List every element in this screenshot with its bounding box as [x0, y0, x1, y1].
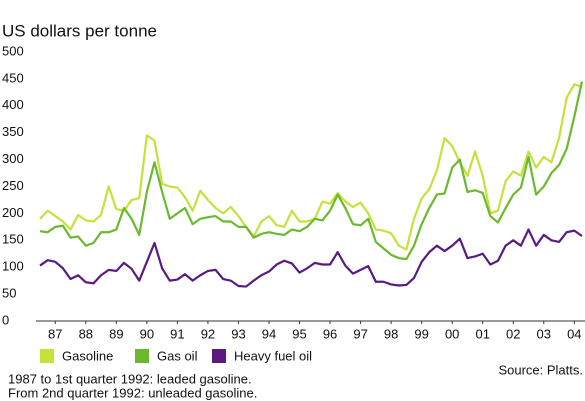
- x-tick-label: 99: [414, 326, 428, 341]
- series-line: [39, 81, 584, 261]
- y-tick-label: 350: [2, 124, 24, 139]
- legend-label: Gas oil: [157, 348, 198, 363]
- legend-swatch: [40, 349, 54, 363]
- x-tick-label: 97: [353, 326, 367, 341]
- x-tick-label: 98: [384, 326, 398, 341]
- legend-label: Heavy fuel oil: [234, 348, 312, 363]
- series-line: [39, 228, 583, 288]
- y-tick-label: 50: [2, 286, 16, 301]
- x-tick-label: 92: [201, 326, 215, 341]
- legend-swatch: [135, 349, 149, 363]
- chart-title: US dollars per tonne: [2, 21, 157, 40]
- x-tick-label: 89: [109, 326, 123, 341]
- x-tick-label: 01: [475, 326, 489, 341]
- x-tick-label: 90: [140, 326, 154, 341]
- y-tick-label: 250: [2, 178, 24, 193]
- y-tick-label: 200: [2, 205, 24, 220]
- y-tick-label: 0: [2, 312, 9, 327]
- x-tick-label: 91: [170, 326, 184, 341]
- y-tick-label: 500: [2, 43, 24, 58]
- y-tick-label: 150: [2, 232, 24, 247]
- x-tick-label: 03: [537, 326, 551, 341]
- x-tick-label: 88: [79, 326, 93, 341]
- source: Source: Platts.: [498, 362, 583, 377]
- note: 1987 to 1st quarter 1992: leaded gasolin…: [8, 371, 252, 386]
- note: From 2nd quarter 1992: unleaded gasoline…: [8, 385, 257, 400]
- x-tick-label: 04: [567, 326, 581, 341]
- series-line: [39, 83, 583, 251]
- x-tick-label: 02: [506, 326, 520, 341]
- legend-label: Gasoline: [62, 348, 113, 363]
- x-tick-label: 87: [48, 326, 62, 341]
- x-tick-label: 93: [231, 326, 245, 341]
- x-tick-label: 96: [323, 326, 337, 341]
- x-tick-label: 00: [445, 326, 459, 341]
- legend-swatch: [212, 349, 226, 363]
- x-tick-label: 94: [262, 326, 276, 341]
- y-tick-label: 300: [2, 151, 24, 166]
- y-tick-label: 450: [2, 70, 24, 85]
- x-tick-label: 95: [292, 326, 306, 341]
- y-tick-label: 400: [2, 97, 24, 112]
- y-tick-label: 100: [2, 259, 24, 274]
